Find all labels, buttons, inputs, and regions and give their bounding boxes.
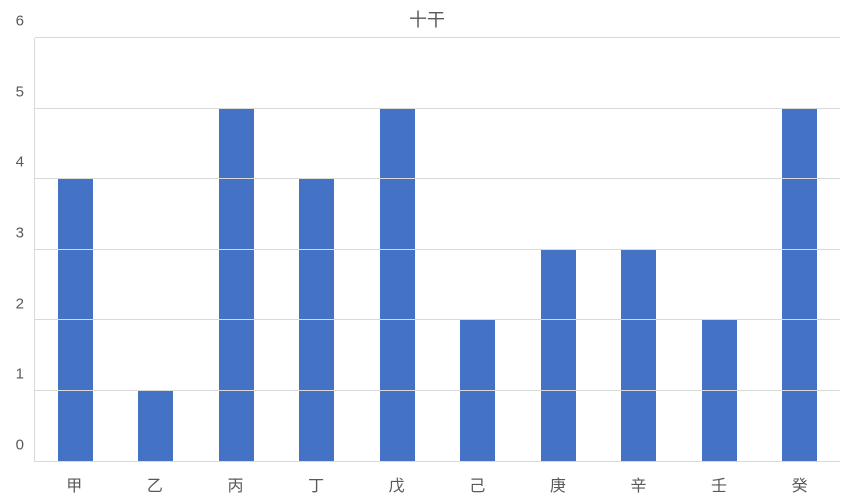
bar-slot	[35, 38, 116, 461]
x-tick-label: 丙	[195, 466, 276, 504]
y-tick-label: 5	[16, 83, 24, 100]
bar-slot	[760, 38, 841, 461]
gridline	[35, 390, 840, 391]
x-axis-labels: 甲乙丙丁戊己庚辛壬癸	[34, 466, 840, 504]
bar-slot	[518, 38, 599, 461]
y-tick-label: 2	[16, 295, 24, 312]
x-tick-label: 癸	[759, 466, 840, 504]
bar-slot	[357, 38, 438, 461]
gridline	[35, 108, 840, 109]
bar-slot	[438, 38, 519, 461]
y-tick-label: 4	[16, 154, 24, 171]
x-tick-label: 戊	[356, 466, 437, 504]
y-tick-label: 1	[16, 366, 24, 383]
x-tick-label: 乙	[115, 466, 196, 504]
y-tick-label: 6	[16, 13, 24, 30]
x-tick-label: 甲	[34, 466, 115, 504]
x-tick-label: 丁	[276, 466, 357, 504]
bar	[541, 250, 576, 462]
bar-slot	[196, 38, 277, 461]
gridline	[35, 319, 840, 320]
y-axis-labels: 0123456	[0, 38, 30, 462]
gridline	[35, 37, 840, 38]
chart-title: 十干	[0, 6, 854, 32]
y-tick-label: 3	[16, 225, 24, 242]
y-tick-label: 0	[16, 437, 24, 454]
bar	[219, 109, 254, 462]
gridline	[35, 249, 840, 250]
x-tick-label: 己	[437, 466, 518, 504]
x-tick-label: 庚	[518, 466, 599, 504]
bar-slot	[599, 38, 680, 461]
bar	[621, 250, 656, 462]
bar-slot	[277, 38, 358, 461]
bar-slot	[116, 38, 197, 461]
plot-area	[34, 38, 840, 462]
bar-chart: 十干 0 1 2 3 4 5 6 甲乙丙丁戊己庚辛壬癸	[0, 0, 854, 504]
bar	[380, 109, 415, 462]
x-tick-label: 壬	[679, 466, 760, 504]
gridline	[35, 178, 840, 179]
bar	[138, 391, 173, 461]
bar	[782, 109, 817, 462]
bar-slot	[679, 38, 760, 461]
bars-container	[35, 38, 840, 461]
x-tick-label: 辛	[598, 466, 679, 504]
